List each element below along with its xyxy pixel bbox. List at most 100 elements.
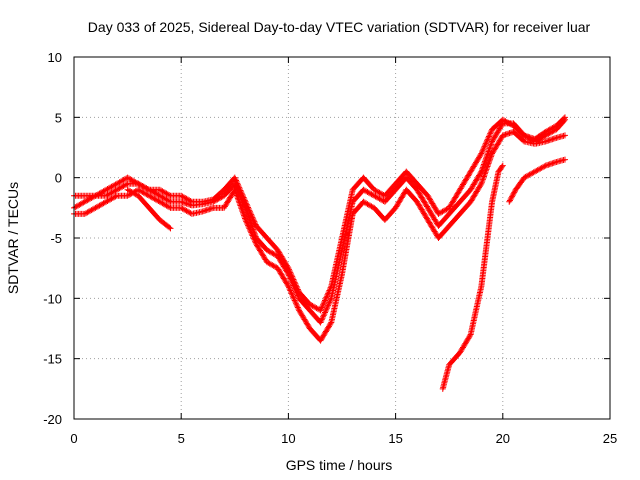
data-point (318, 305, 325, 312)
y-tick-label: 5 (55, 110, 62, 125)
data-point (480, 161, 487, 168)
data-point (248, 211, 255, 218)
data-point (479, 177, 486, 184)
data-point (293, 283, 300, 290)
data-point (482, 167, 489, 174)
data-point (324, 303, 331, 310)
data-point (248, 212, 255, 219)
y-tick-label: -10 (43, 291, 62, 306)
data-point (320, 301, 327, 308)
data-point (292, 280, 299, 287)
data-point (243, 219, 250, 226)
data-point (241, 195, 248, 202)
data-point (487, 142, 494, 149)
data-point (251, 238, 258, 245)
data-point (290, 294, 297, 301)
x-tick-label: 0 (70, 431, 77, 446)
data-point (327, 286, 334, 293)
data-point (321, 310, 328, 317)
data-point (251, 218, 258, 225)
data-point (326, 299, 333, 306)
axes: 0 5 10 15 20 25 -20 -15 -10 -5 0 5 10 (43, 50, 617, 446)
data-point (291, 297, 298, 304)
data-point (323, 306, 330, 313)
data-point (498, 163, 505, 170)
data-point (480, 174, 487, 181)
data-point (239, 208, 246, 215)
x-tick-label: 10 (281, 431, 295, 446)
data-point (232, 188, 239, 195)
data-point (245, 222, 252, 229)
data-point (488, 153, 495, 160)
data-point (286, 266, 293, 273)
data-point (242, 198, 249, 205)
data-point (234, 180, 241, 187)
data-point (479, 164, 486, 171)
data-point (237, 202, 244, 209)
data-point (481, 158, 488, 165)
data-point (243, 200, 250, 207)
data-point (325, 288, 332, 295)
data-point (288, 290, 295, 297)
data-point (485, 134, 492, 141)
data-point (325, 290, 332, 297)
data-point (289, 291, 296, 298)
data-point (233, 192, 240, 199)
data-point (166, 198, 173, 205)
data-point (482, 140, 489, 147)
data-point (520, 137, 527, 144)
data-point (242, 216, 249, 223)
data-point (285, 283, 292, 290)
data-point (478, 149, 485, 156)
data-point (324, 291, 331, 298)
data-point (233, 191, 240, 198)
data-point (506, 198, 513, 205)
data-point (488, 139, 495, 146)
data-point (484, 162, 491, 169)
y-axis-label: SDTVAR / TECUs (5, 182, 21, 294)
data-point (236, 199, 243, 206)
data-point (466, 332, 473, 339)
data-point (166, 204, 173, 211)
data-point (487, 144, 494, 151)
data-point (234, 195, 241, 202)
data-point (235, 198, 242, 205)
data-point (486, 159, 493, 166)
data-point (231, 174, 238, 181)
data-point (487, 129, 494, 136)
y-tick-label: 0 (55, 171, 62, 186)
data-point (480, 173, 487, 180)
data-point (325, 302, 332, 309)
data-point (251, 220, 258, 227)
data-point (250, 235, 257, 242)
data-point (245, 223, 252, 230)
data-point (236, 201, 243, 208)
data-point (561, 114, 568, 121)
data-point (289, 275, 296, 282)
data-point (238, 205, 245, 212)
data-point (482, 155, 489, 162)
data-point (478, 150, 485, 157)
data-point (487, 154, 494, 161)
data-point (232, 189, 239, 196)
data-point (247, 219, 254, 226)
data-point (561, 132, 568, 139)
series-track-4 (124, 186, 174, 232)
data-point (123, 181, 130, 188)
data-point (483, 154, 490, 161)
x-tick-label: 5 (178, 431, 185, 446)
data-point (292, 298, 299, 305)
data-point (233, 177, 240, 184)
data-point (245, 205, 252, 212)
data-point (247, 210, 254, 217)
data-point (166, 192, 173, 199)
data-point (323, 305, 330, 312)
data-point (250, 233, 257, 240)
data-point (237, 187, 244, 194)
data-point (237, 203, 244, 210)
data-point (483, 164, 490, 171)
data-point (510, 190, 517, 197)
data-point (499, 162, 506, 169)
